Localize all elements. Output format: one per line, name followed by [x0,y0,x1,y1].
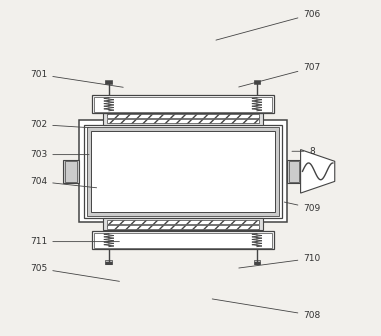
Text: 701: 701 [30,70,123,87]
Text: 710: 710 [239,254,320,268]
Text: 711: 711 [30,237,119,246]
Bar [84,125,282,218]
Bar [92,95,274,114]
Bar [94,97,272,112]
Bar [107,119,259,123]
Bar [94,233,272,248]
Bar [106,260,112,264]
Bar [107,115,259,119]
Bar [92,231,274,249]
Bar [103,113,263,125]
Bar [253,80,260,84]
Bar [106,80,112,84]
Bar [103,218,263,230]
Polygon shape [301,150,335,193]
Text: 8: 8 [292,147,315,156]
Bar [253,260,260,264]
Bar [87,127,279,215]
Bar [107,220,259,224]
Text: 706: 706 [216,10,320,40]
Text: 702: 702 [30,120,89,129]
Text: 708: 708 [212,299,320,320]
Text: 705: 705 [30,264,119,281]
Bar [65,161,77,182]
Text: 707: 707 [239,63,320,87]
Bar [78,121,287,222]
Text: 704: 704 [30,177,97,188]
Text: 703: 703 [30,150,89,159]
Bar [107,224,259,228]
Text: 709: 709 [284,202,320,213]
Bar [289,161,299,182]
Bar [91,130,275,212]
Bar [287,160,301,183]
Bar [63,160,78,183]
